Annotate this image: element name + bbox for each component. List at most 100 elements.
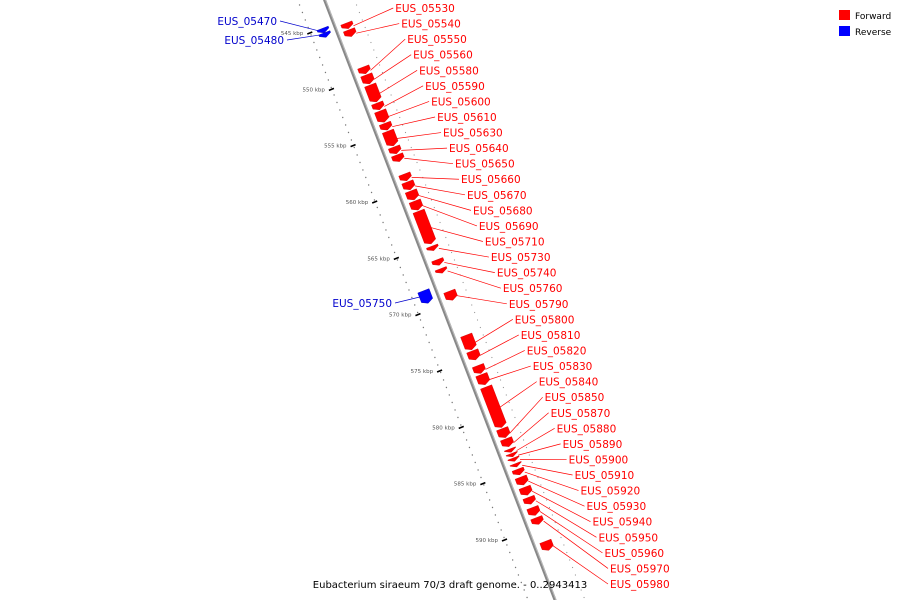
gene-label[interactable]: EUS_05960 [604,548,664,560]
gene-arrow-eus-05760[interactable] [434,266,448,274]
gene-arrow-eus-05650[interactable] [391,152,405,162]
genome-backbone [323,0,557,600]
gene-label[interactable]: EUS_05480 [224,35,284,47]
gene-arrow-eus-05480[interactable] [318,30,331,38]
gene-arrow-eus-05900[interactable] [507,455,520,462]
gene-label[interactable]: EUS_05660 [461,174,521,186]
scale-dot [474,461,476,464]
gene-arrow-eus-05610[interactable] [378,120,393,131]
gene-arrow-eus-05560[interactable] [360,72,375,85]
gene-arrow-eus-05580[interactable] [364,82,382,103]
gene-arrow-eus-05640[interactable] [388,144,402,154]
gene-label[interactable]: EUS_05630 [443,128,503,140]
gene-arrow-eus-05730[interactable] [426,243,439,251]
gene-arrow-eus-05960[interactable] [526,505,541,516]
scale-dot [316,49,318,51]
gene-label[interactable]: EUS_05540 [401,19,461,31]
gene-arrow-eus-05680[interactable] [404,188,420,201]
gene-label[interactable]: EUS_05880 [557,423,617,435]
gene-arrow-eus-05930[interactable] [514,474,529,486]
scale-dot [448,244,450,246]
gene-label[interactable]: EUS_05850 [545,392,605,404]
scale-dot [476,319,479,321]
gene-arrow-eus-05890[interactable] [505,451,518,458]
gene-arrow-eus-05630[interactable] [382,128,399,147]
scale-dot [454,409,456,411]
gene-label[interactable]: EUS_05900 [569,454,629,466]
gene-label[interactable]: EUS_05710 [485,237,545,249]
gene-arrow-eus-05690[interactable] [408,198,423,211]
gene-arrow-eus-05800[interactable] [460,332,477,350]
scale-dot [557,529,559,531]
gene-label[interactable]: EUS_05650 [455,159,515,171]
gene-label[interactable]: EUS_05980 [610,579,670,591]
gene-arrow-eus-05950[interactable] [522,494,536,505]
gene-label[interactable]: EUS_05690 [479,221,539,233]
gene-arrow-eus-05590[interactable] [371,100,385,111]
scale-dot [520,431,522,434]
gene-arrow-eus-05810[interactable] [466,348,481,361]
scale-dot [393,101,395,104]
gene-arrow-eus-05670[interactable] [401,179,416,191]
gene-label[interactable]: EUS_05890 [563,439,623,451]
gene-label[interactable]: EUS_05740 [497,268,557,280]
gene-arrow-eus-05970[interactable] [530,515,544,525]
gene-label[interactable]: EUS_05830 [533,361,593,373]
gene-label[interactable]: EUS_05600 [431,96,491,108]
tick-mark [393,256,400,261]
gene-label[interactable]: EUS_05810 [521,330,581,342]
gene-arrow-eus-05600[interactable] [374,108,390,123]
gene-arrow-eus-05530[interactable] [340,20,354,29]
gene-label[interactable]: EUS_05530 [395,3,455,15]
leader-line [528,480,585,507]
gene-arrow-eus-05850[interactable] [496,426,511,438]
gene-arrow-eus-05820[interactable] [472,363,486,374]
gene-label[interactable]: EUS_05840 [539,377,599,389]
gene-label[interactable]: EUS_05590 [425,81,485,93]
gene-label[interactable]: EUS_05870 [551,408,611,420]
gene-label[interactable]: EUS_05730 [491,252,551,264]
gene-arrow-eus-05470[interactable] [316,25,330,34]
gene-label[interactable]: EUS_05930 [587,501,647,513]
gene-label[interactable]: EUS_05800 [515,314,575,326]
gene-label[interactable]: EUS_05680 [473,205,533,217]
scale-dot [583,596,585,599]
gene-label[interactable]: EUS_05640 [449,143,509,155]
gene-label[interactable]: EUS_05750 [332,298,392,310]
gene-arrow-eus-05940[interactable] [518,484,533,496]
gene-label[interactable]: EUS_05970 [610,563,670,575]
gene-label[interactable]: EUS_05950 [598,532,658,544]
gene-arrow-eus-05880[interactable] [504,446,516,453]
gene-label[interactable]: EUS_05670 [467,190,527,202]
gene-arrow-eus-05910[interactable] [509,461,522,468]
gene-arrow-eus-05830[interactable] [475,372,491,385]
gene-arrow-eus-05870[interactable] [500,436,514,447]
scale-dot [528,454,530,456]
scale-dot [483,484,485,486]
gene-label[interactable]: EUS_05610 [437,112,497,124]
scale-dot [480,476,482,479]
gene-label[interactable]: EUS_05920 [581,486,641,498]
gene-arrow-eus-05710[interactable] [412,208,436,245]
gene-label[interactable]: EUS_05560 [413,50,473,62]
gene-arrow-eus-05550[interactable] [357,64,371,74]
gene-arrow-eus-05660[interactable] [398,171,412,181]
gene-label[interactable]: EUS_05940 [593,517,653,529]
gene-arrow-eus-05920[interactable] [511,466,525,476]
leader-line [422,205,478,227]
gene-label[interactable]: EUS_05470 [217,16,277,28]
gene-arrow-eus-05980[interactable] [539,538,554,551]
gene-label[interactable]: EUS_05790 [509,299,569,311]
gene-label[interactable]: EUS_05580 [419,65,479,77]
leader-line [394,296,420,304]
gene-label[interactable]: EUS_05550 [407,34,467,46]
gene-arrow-eus-05840[interactable] [480,384,507,428]
gene-label[interactable]: EUS_05760 [503,283,563,295]
genome-backbone-highlight [325,0,557,600]
gene-label[interactable]: EUS_05910 [575,470,635,482]
gene-label[interactable]: EUS_05820 [527,345,587,357]
gene-arrow-eus-05790[interactable] [443,288,458,301]
gene-arrow-eus-05540[interactable] [343,27,357,37]
gene-arrow-eus-05740[interactable] [431,257,445,266]
gene-arrow-eus-05750[interactable] [417,288,433,304]
